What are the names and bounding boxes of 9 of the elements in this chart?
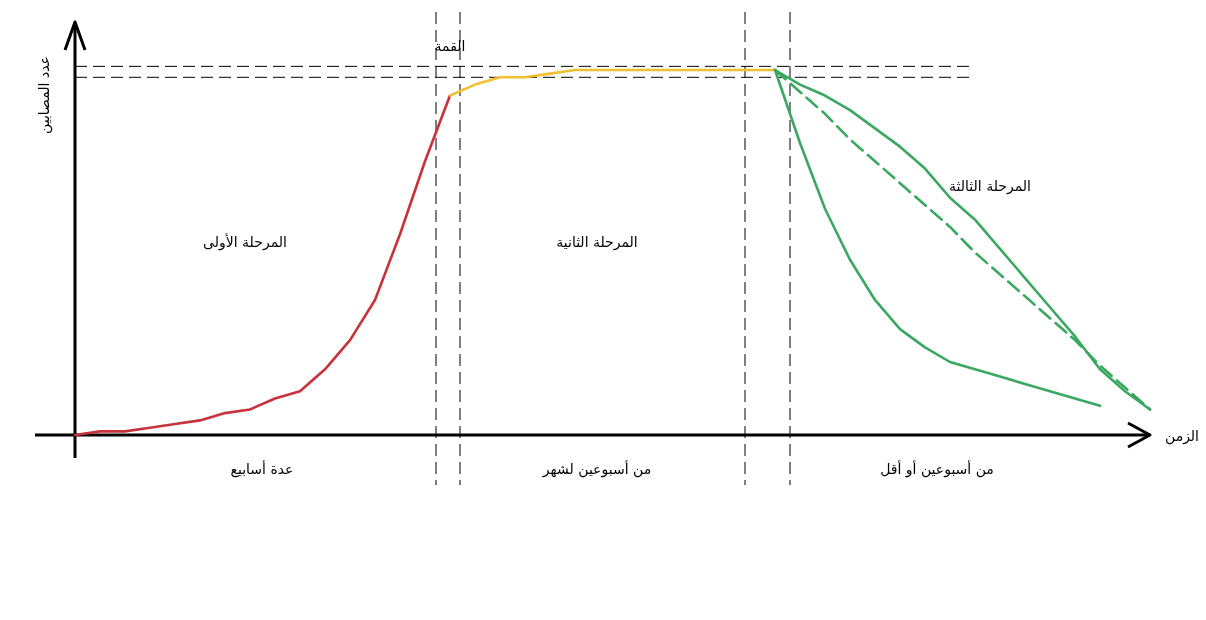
annotation: المرحلة الأولى: [203, 233, 287, 251]
x-axis-title: الزمن: [1164, 428, 1200, 445]
text: من أسبوعين لشهر: [541, 460, 652, 478]
annotation: المرحلة الثالثة: [949, 178, 1031, 195]
annotation: المرحلة الثانية: [556, 234, 638, 251]
text: القمة: [434, 38, 466, 54]
text: من أسبوعين أو أقل: [880, 460, 994, 478]
text: عدة أسابيع: [230, 460, 294, 478]
y-axis-title: عدد المصابين: [36, 56, 53, 134]
